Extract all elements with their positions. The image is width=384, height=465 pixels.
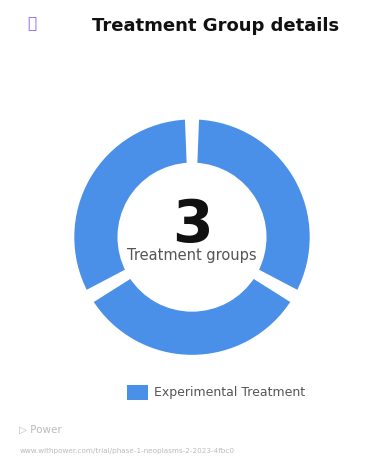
Wedge shape <box>195 117 312 293</box>
Text: 3: 3 <box>172 197 212 253</box>
Text: ▷ Power: ▷ Power <box>19 425 62 435</box>
Text: 👥: 👥 <box>27 16 36 31</box>
Text: Experimental Treatment: Experimental Treatment <box>154 386 305 399</box>
Text: Treatment Group details: Treatment Group details <box>92 17 339 35</box>
Wedge shape <box>72 117 189 293</box>
Text: Treatment groups: Treatment groups <box>127 248 257 263</box>
Text: www.withpower.com/trial/phase-1-neoplasms-2-2023-4fbc0: www.withpower.com/trial/phase-1-neoplasm… <box>19 448 234 454</box>
Wedge shape <box>90 276 294 357</box>
